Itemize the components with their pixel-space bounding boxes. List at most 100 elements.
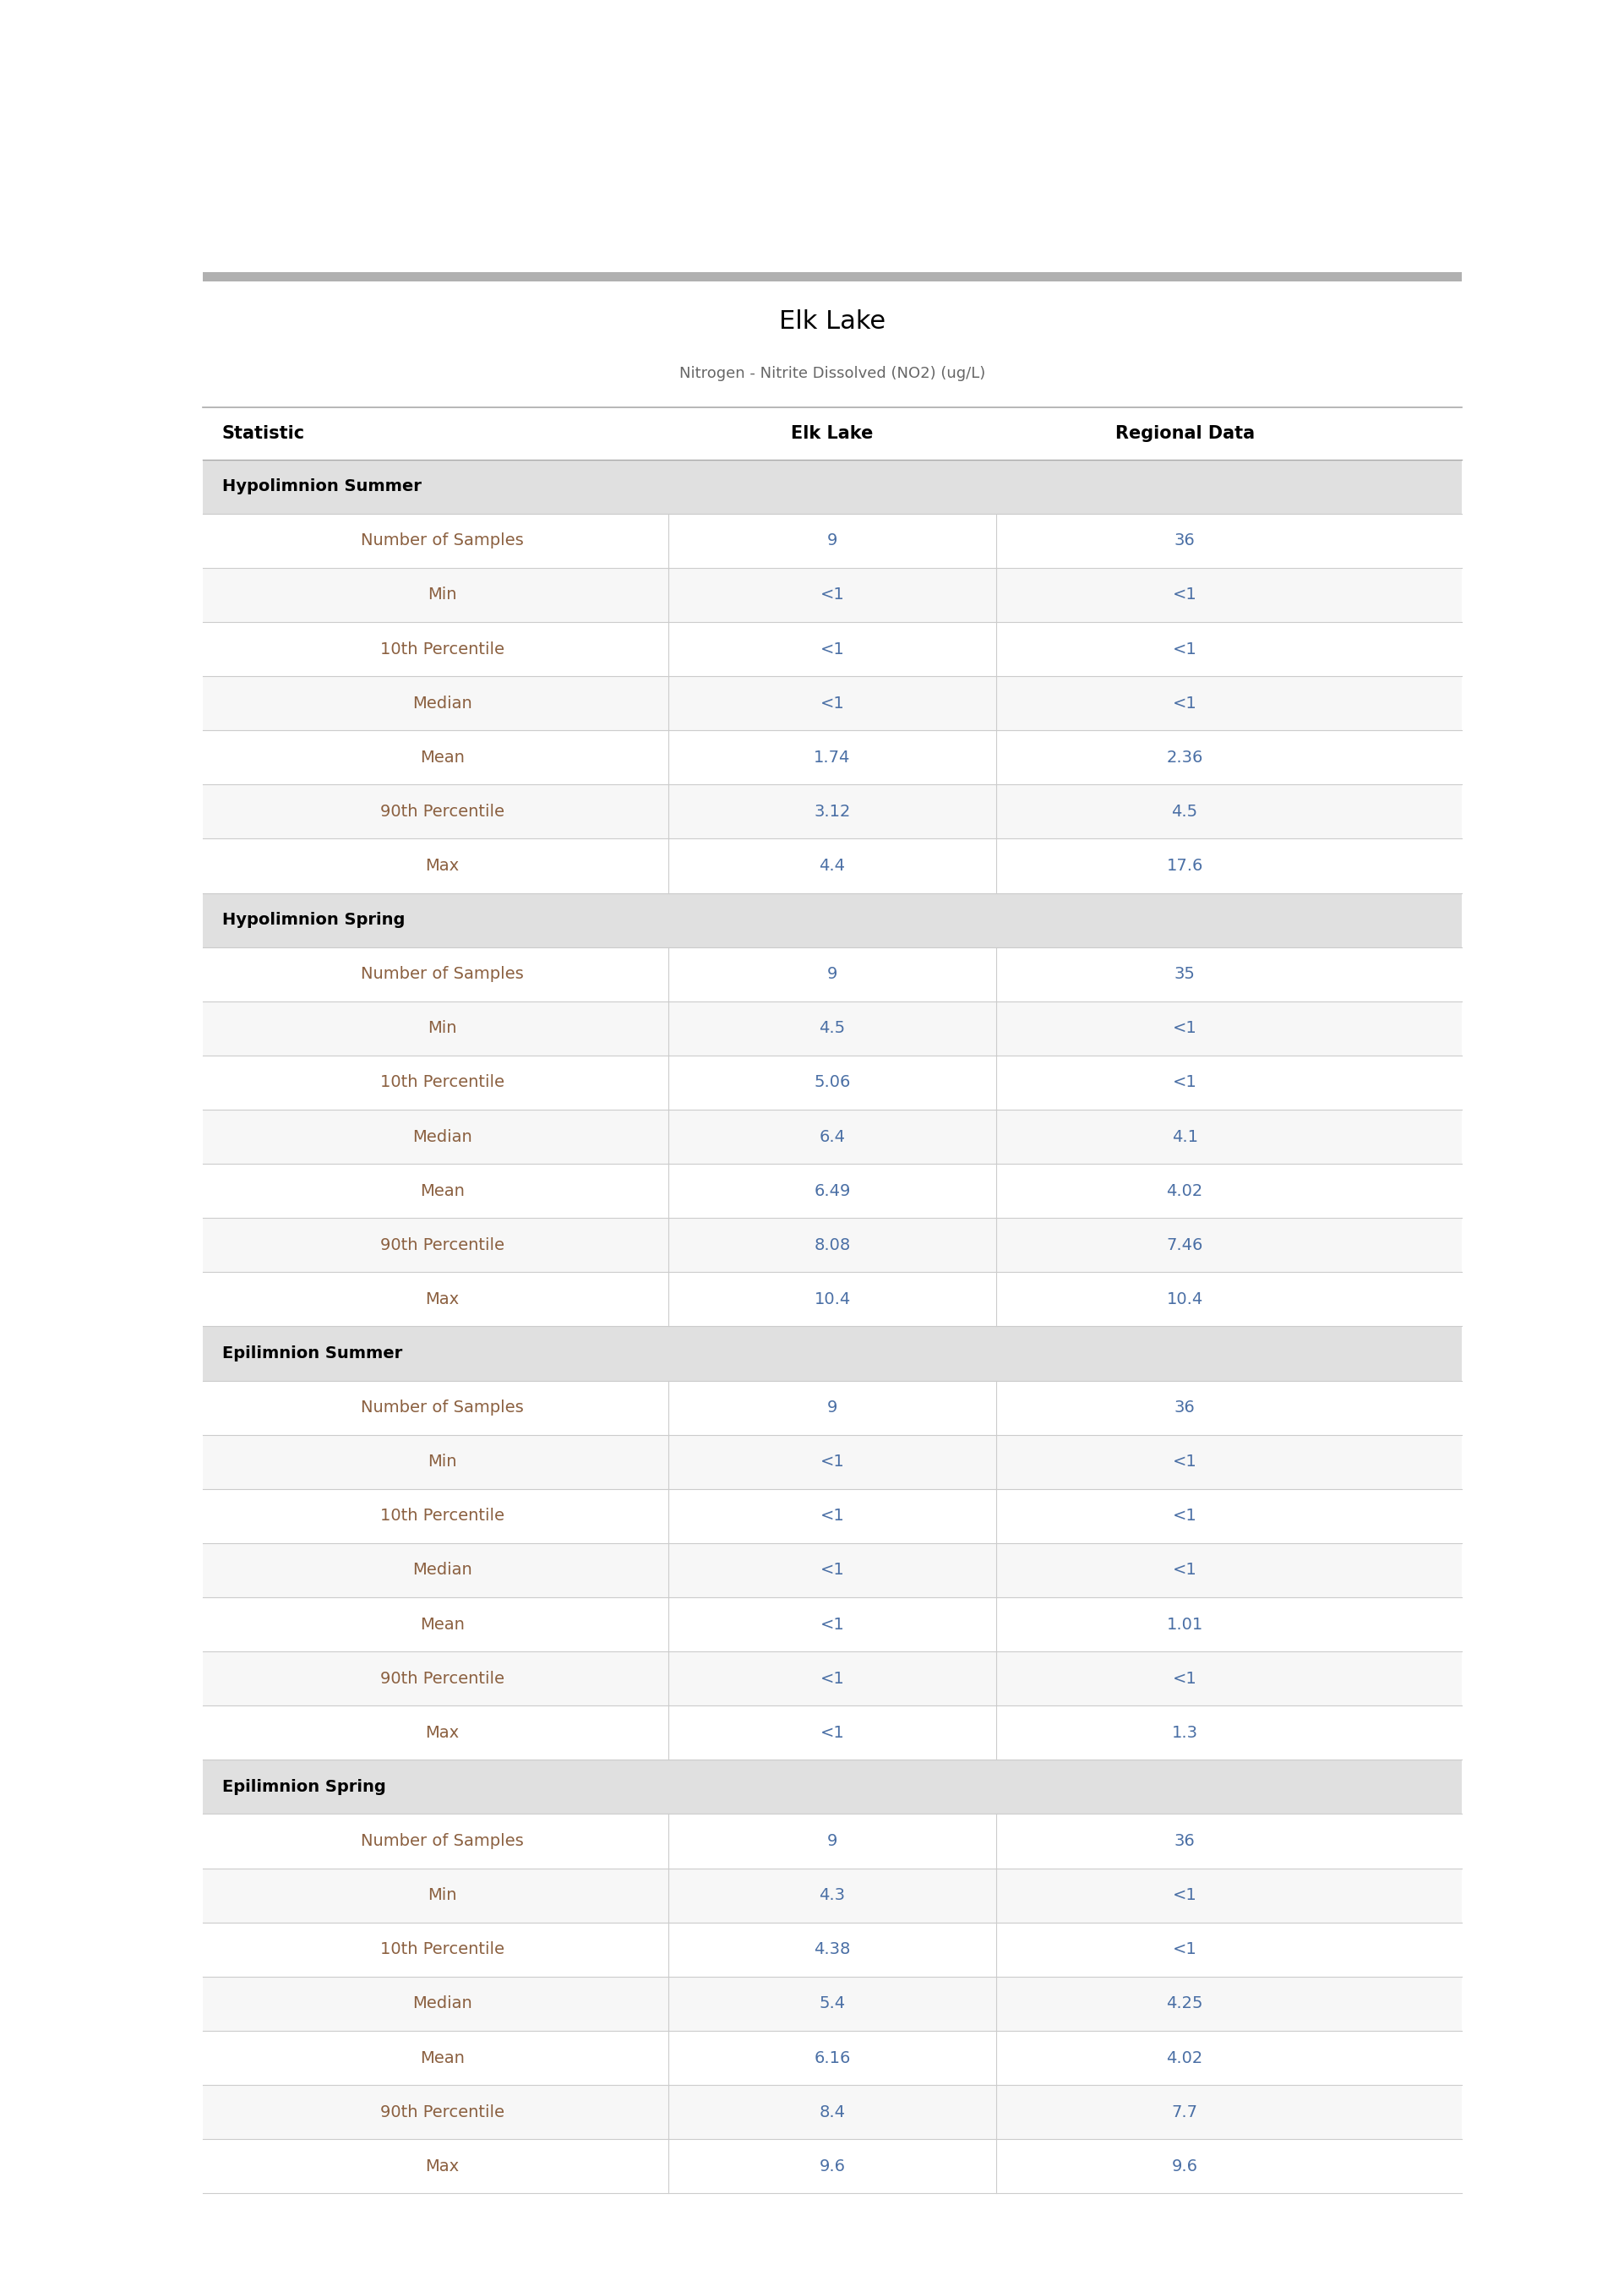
Text: 9: 9 xyxy=(827,533,838,549)
Text: 90th Percentile: 90th Percentile xyxy=(380,804,503,819)
Bar xyxy=(203,892,1462,947)
Text: 4.5: 4.5 xyxy=(818,1019,846,1037)
Text: Number of Samples: Number of Samples xyxy=(361,1834,523,1850)
Text: 4.02: 4.02 xyxy=(1166,1183,1203,1199)
Text: <1: <1 xyxy=(820,1507,844,1523)
Text: 7.7: 7.7 xyxy=(1171,2104,1199,2120)
Text: 10th Percentile: 10th Percentile xyxy=(380,1507,503,1523)
Bar xyxy=(203,272,1462,281)
Text: 1.01: 1.01 xyxy=(1166,1616,1203,1632)
Text: <1: <1 xyxy=(820,1453,844,1471)
Text: 90th Percentile: 90th Percentile xyxy=(380,2104,503,2120)
Bar xyxy=(203,731,1462,785)
Text: <1: <1 xyxy=(820,695,844,711)
Text: Hypolimnion Summer: Hypolimnion Summer xyxy=(222,479,421,495)
Text: 3.12: 3.12 xyxy=(814,804,851,819)
Bar xyxy=(203,513,1462,568)
Bar xyxy=(203,1653,1462,1705)
Text: Max: Max xyxy=(425,1725,460,1741)
Text: Elk Lake: Elk Lake xyxy=(791,424,874,443)
Text: Max: Max xyxy=(425,2159,460,2175)
Text: <1: <1 xyxy=(1173,1941,1197,1957)
Text: 9: 9 xyxy=(827,1401,838,1416)
Text: Number of Samples: Number of Samples xyxy=(361,967,523,983)
Bar xyxy=(203,1705,1462,1759)
Bar xyxy=(203,1056,1462,1110)
Text: <1: <1 xyxy=(820,1562,844,1578)
Text: 8.08: 8.08 xyxy=(814,1237,851,1253)
Text: 5.4: 5.4 xyxy=(818,1995,846,2011)
Text: Hypolimnion Spring: Hypolimnion Spring xyxy=(222,913,404,928)
Bar xyxy=(203,785,1462,838)
Text: <1: <1 xyxy=(820,1616,844,1632)
Text: 2.36: 2.36 xyxy=(1166,749,1203,765)
Text: 10.4: 10.4 xyxy=(1166,1292,1203,1308)
Text: Mean: Mean xyxy=(419,1183,464,1199)
Bar xyxy=(203,622,1462,676)
Bar xyxy=(203,1165,1462,1219)
Text: 9.6: 9.6 xyxy=(1171,2159,1199,2175)
Text: 10th Percentile: 10th Percentile xyxy=(380,1074,503,1090)
Text: 9: 9 xyxy=(827,1834,838,1850)
Text: 6.49: 6.49 xyxy=(814,1183,851,1199)
Text: <1: <1 xyxy=(820,1671,844,1687)
Bar xyxy=(203,2084,1462,2138)
Text: Median: Median xyxy=(412,1128,473,1144)
Text: Median: Median xyxy=(412,1995,473,2011)
Bar xyxy=(203,1868,1462,1923)
Bar xyxy=(203,2032,1462,2084)
Text: <1: <1 xyxy=(1173,1453,1197,1471)
Text: 4.02: 4.02 xyxy=(1166,2050,1203,2066)
Text: 36: 36 xyxy=(1174,1834,1195,1850)
Bar xyxy=(203,1814,1462,1868)
Text: 9.6: 9.6 xyxy=(818,2159,846,2175)
Bar xyxy=(203,1598,1462,1653)
Text: <1: <1 xyxy=(820,588,844,604)
Text: <1: <1 xyxy=(820,640,844,656)
Text: 90th Percentile: 90th Percentile xyxy=(380,1671,503,1687)
Bar xyxy=(203,1489,1462,1544)
Text: 90th Percentile: 90th Percentile xyxy=(380,1237,503,1253)
Text: 6.16: 6.16 xyxy=(814,2050,851,2066)
Bar xyxy=(203,676,1462,731)
Text: <1: <1 xyxy=(1173,1074,1197,1090)
Text: 9: 9 xyxy=(827,967,838,983)
Text: <1: <1 xyxy=(1173,588,1197,604)
Text: Max: Max xyxy=(425,1292,460,1308)
Bar xyxy=(203,1326,1462,1380)
Text: 4.4: 4.4 xyxy=(818,858,846,874)
Text: 6.4: 6.4 xyxy=(818,1128,846,1144)
Bar xyxy=(203,1110,1462,1165)
Text: 1.3: 1.3 xyxy=(1171,1725,1199,1741)
Text: Min: Min xyxy=(427,1453,456,1471)
Text: 10.4: 10.4 xyxy=(814,1292,851,1308)
Bar xyxy=(203,459,1462,513)
Text: <1: <1 xyxy=(820,1725,844,1741)
Bar xyxy=(203,2138,1462,2193)
Bar xyxy=(203,568,1462,622)
Text: Statistic: Statistic xyxy=(222,424,305,443)
Text: 10th Percentile: 10th Percentile xyxy=(380,640,503,656)
Text: Epilimnion Summer: Epilimnion Summer xyxy=(222,1346,403,1362)
Text: 4.38: 4.38 xyxy=(814,1941,851,1957)
Text: Min: Min xyxy=(427,1886,456,1902)
Text: 36: 36 xyxy=(1174,1401,1195,1416)
Text: Max: Max xyxy=(425,858,460,874)
Text: Median: Median xyxy=(412,695,473,711)
Bar xyxy=(203,1977,1462,2032)
Bar xyxy=(203,1435,1462,1489)
Text: Number of Samples: Number of Samples xyxy=(361,1401,523,1416)
Text: 8.4: 8.4 xyxy=(818,2104,846,2120)
Text: Mean: Mean xyxy=(419,1616,464,1632)
Text: 7.46: 7.46 xyxy=(1166,1237,1203,1253)
Text: 35: 35 xyxy=(1174,967,1195,983)
Text: <1: <1 xyxy=(1173,1671,1197,1687)
Text: <1: <1 xyxy=(1173,1886,1197,1902)
Text: 4.5: 4.5 xyxy=(1171,804,1199,819)
Bar xyxy=(203,947,1462,1001)
Text: Regional Data: Regional Data xyxy=(1116,424,1254,443)
Text: <1: <1 xyxy=(1173,695,1197,711)
Text: 17.6: 17.6 xyxy=(1166,858,1203,874)
Text: Nitrogen - Nitrite Dissolved (NO2) (ug/L): Nitrogen - Nitrite Dissolved (NO2) (ug/L… xyxy=(679,365,986,381)
Text: 4.25: 4.25 xyxy=(1166,1995,1203,2011)
